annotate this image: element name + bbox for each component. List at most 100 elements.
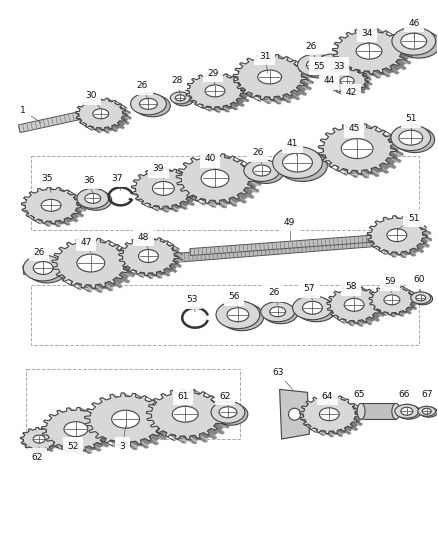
Text: 29: 29: [207, 69, 219, 77]
Polygon shape: [81, 101, 131, 133]
Ellipse shape: [33, 435, 45, 443]
Polygon shape: [23, 430, 61, 453]
Text: 34: 34: [361, 29, 373, 38]
Polygon shape: [327, 68, 368, 93]
Polygon shape: [373, 287, 419, 317]
Polygon shape: [367, 216, 427, 255]
Ellipse shape: [173, 94, 193, 106]
Text: 41: 41: [287, 139, 298, 148]
Ellipse shape: [222, 409, 240, 419]
Text: 57: 57: [304, 285, 315, 293]
Text: 26: 26: [33, 247, 45, 256]
Polygon shape: [369, 285, 415, 314]
Polygon shape: [332, 28, 406, 74]
Ellipse shape: [77, 188, 109, 208]
Ellipse shape: [257, 167, 275, 178]
Ellipse shape: [23, 255, 63, 281]
Polygon shape: [146, 389, 224, 439]
Text: 26: 26: [137, 82, 148, 91]
Ellipse shape: [401, 33, 427, 49]
Ellipse shape: [395, 127, 434, 152]
Text: 62: 62: [219, 392, 231, 401]
Ellipse shape: [311, 62, 328, 72]
Text: 56: 56: [228, 292, 240, 301]
Ellipse shape: [205, 85, 225, 97]
Text: 52: 52: [67, 441, 78, 450]
Text: 62: 62: [32, 453, 43, 462]
Polygon shape: [48, 410, 116, 454]
Ellipse shape: [307, 303, 326, 316]
Ellipse shape: [406, 36, 431, 52]
Polygon shape: [318, 124, 396, 174]
Text: 45: 45: [349, 124, 360, 133]
Ellipse shape: [112, 410, 140, 428]
Ellipse shape: [261, 302, 294, 322]
Polygon shape: [92, 397, 173, 449]
Ellipse shape: [138, 249, 159, 263]
Ellipse shape: [283, 153, 312, 172]
Ellipse shape: [134, 95, 170, 117]
Ellipse shape: [387, 229, 407, 241]
Ellipse shape: [424, 409, 433, 415]
Text: 46: 46: [408, 19, 420, 28]
Ellipse shape: [392, 403, 400, 419]
Polygon shape: [279, 389, 309, 439]
Ellipse shape: [293, 296, 332, 320]
Polygon shape: [124, 240, 183, 278]
Ellipse shape: [357, 403, 365, 419]
Ellipse shape: [88, 196, 104, 205]
Text: 37: 37: [111, 174, 122, 183]
Polygon shape: [240, 58, 313, 104]
Polygon shape: [183, 157, 261, 207]
Ellipse shape: [219, 407, 237, 418]
Ellipse shape: [85, 193, 101, 203]
Ellipse shape: [384, 295, 400, 305]
Polygon shape: [138, 171, 201, 212]
Text: 40: 40: [205, 154, 216, 163]
Text: 53: 53: [187, 295, 198, 304]
Ellipse shape: [328, 60, 340, 67]
Polygon shape: [300, 395, 359, 434]
Text: 64: 64: [321, 392, 333, 401]
Ellipse shape: [413, 293, 433, 305]
Text: 30: 30: [85, 91, 96, 100]
Text: 65: 65: [353, 390, 365, 399]
Ellipse shape: [344, 298, 364, 311]
Ellipse shape: [273, 147, 322, 179]
Text: 59: 59: [384, 277, 396, 286]
Polygon shape: [327, 287, 381, 323]
Ellipse shape: [93, 109, 109, 119]
Bar: [361, 403, 396, 419]
Ellipse shape: [80, 190, 112, 211]
Polygon shape: [325, 127, 403, 177]
Polygon shape: [18, 105, 112, 133]
Ellipse shape: [273, 309, 289, 319]
Ellipse shape: [175, 95, 185, 101]
Ellipse shape: [397, 405, 421, 419]
Ellipse shape: [248, 161, 283, 183]
Polygon shape: [85, 393, 167, 446]
Ellipse shape: [356, 43, 382, 59]
Ellipse shape: [297, 298, 336, 322]
Polygon shape: [59, 242, 137, 292]
Ellipse shape: [220, 303, 264, 330]
Ellipse shape: [278, 150, 327, 181]
Polygon shape: [190, 235, 379, 255]
Text: 42: 42: [346, 88, 357, 98]
Ellipse shape: [416, 295, 426, 301]
Ellipse shape: [170, 92, 190, 104]
Text: 51: 51: [408, 214, 420, 223]
Polygon shape: [21, 427, 58, 451]
Polygon shape: [76, 98, 126, 130]
Text: 48: 48: [138, 232, 149, 241]
Polygon shape: [233, 54, 306, 100]
Text: 26: 26: [306, 42, 317, 51]
Polygon shape: [119, 237, 178, 276]
Text: 51: 51: [405, 114, 417, 123]
Text: 63: 63: [272, 368, 283, 377]
Ellipse shape: [411, 292, 431, 304]
Text: 26: 26: [252, 148, 263, 157]
Ellipse shape: [391, 125, 431, 151]
Text: 35: 35: [41, 174, 53, 183]
Ellipse shape: [41, 199, 61, 211]
